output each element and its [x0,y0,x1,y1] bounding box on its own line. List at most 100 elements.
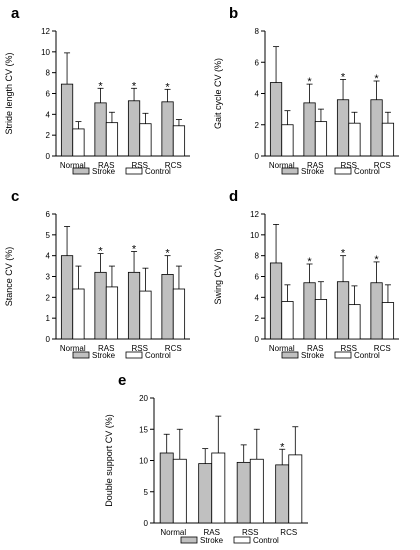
y-tick-label: 20 [139,394,148,403]
x-tick-label: RAS [98,161,114,170]
bar-control-rss [139,290,152,340]
y-tick-label: 4 [46,252,51,261]
x-tick-label: RSS [132,161,148,170]
y-tick-label: 5 [46,231,51,240]
x-tick-label: RAS [204,528,220,537]
y-tick-label: 4 [46,110,51,119]
y-tick-label: 6 [255,273,260,282]
bar-control-rss [348,304,361,340]
significance-marker: * [132,80,137,92]
panel-label: e [118,372,126,389]
legend-swatch-control [125,167,143,175]
y-tick-label: 1 [46,314,51,323]
y-tick-label: 0 [255,335,260,344]
legend-label-control: Control [354,167,380,176]
bar-stroke-normal [60,255,74,340]
significance-marker: * [307,76,312,88]
y-tick-label: 2 [46,131,51,140]
y-tick-label: 2 [46,293,51,302]
significance-marker: * [98,246,103,258]
x-tick-label: Normal [269,161,295,170]
bar-stroke-ras [303,282,316,340]
legend-label-stroke: Stroke [92,167,116,176]
bar-stroke-rss [336,281,350,340]
panel-label: a [11,5,20,22]
y-tick-label: 4 [255,90,260,99]
bar-control-normal [72,128,85,157]
x-tick-label: RAS [98,344,114,353]
y-tick-label: 8 [255,252,260,261]
panel-e: e 0 5 10 15 20 Double support CV (%) Normal RAS R… [104,372,308,545]
y-tick-label: 8 [46,69,51,78]
legend-label-control: Control [145,167,171,176]
bar-stroke-normal [269,262,283,340]
bar-stroke-rss [336,99,350,157]
legend-swatch-control [125,351,143,359]
significance-marker: * [374,73,379,85]
bar-control-rcs [172,288,186,340]
legend-label-stroke: Stroke [301,351,325,360]
y-tick-label: 3 [46,273,51,282]
bar-stroke-rcs [161,101,174,157]
significance-marker: * [341,248,346,260]
x-tick-label: RSS [341,161,357,170]
legend-swatch-stroke [72,167,90,175]
y-tick-label: 4 [255,293,260,302]
panel-b: b 0 2 4 6 8 Gait cycle CV (%) Normal * RAS * RSS * RC… [213,5,399,176]
legend-label-control: Control [253,536,279,545]
y-tick-label: 12 [250,210,259,219]
legend-label-control: Control [145,351,171,360]
bar-control-normal [72,288,85,340]
legend-swatch-stroke [72,351,90,359]
x-tick-label: Normal [60,161,86,170]
bar-control-ras [105,122,119,157]
bar-control-ras [314,299,328,340]
bar-control-ras [314,121,328,157]
x-tick-label: Normal [60,344,86,353]
y-tick-label: 10 [250,231,259,240]
x-tick-label: RSS [132,344,148,353]
bar-control-rss [249,458,264,524]
y-tick-label: 5 [144,488,149,497]
bar-stroke-rss [127,100,141,157]
x-tick-label: Normal [269,344,295,353]
bar-stroke-rss [236,461,251,524]
panel-label: c [11,188,19,205]
y-tick-label: 15 [139,425,148,434]
y-tick-label: 2 [255,314,260,323]
legend-swatch-stroke [281,351,299,359]
legend-label-stroke: Stroke [92,351,116,360]
y-tick-label: 6 [46,90,51,99]
bar-stroke-rcs [370,282,383,340]
bar-stroke-normal [60,83,74,157]
bar-control-rcs [288,454,303,524]
x-tick-label: RSS [341,344,357,353]
y-tick-label: 12 [41,27,50,36]
bar-stroke-rcs [275,464,290,524]
x-tick-label: RCS [374,161,391,170]
bar-control-rcs [381,122,395,157]
x-tick-label: RCS [374,344,391,353]
bar-control-normal [281,301,294,340]
panel-a: a 0 2 4 6 8 10 12 Stride length CV (%) Normal * RAS… [4,5,190,176]
bar-control-rss [139,123,152,157]
x-tick-label: RAS [307,344,323,353]
significance-marker: * [341,71,346,83]
bar-control-ras [105,286,119,340]
bar-control-normal [172,458,187,524]
bar-stroke-ras [303,102,316,157]
bar-control-normal [281,124,294,157]
legend-label-stroke: Stroke [200,536,224,545]
x-tick-label: RCS [165,161,182,170]
y-tick-label: 0 [46,152,51,161]
significance-marker: * [165,248,170,260]
bar-stroke-rcs [370,99,383,157]
significance-marker: * [132,244,137,256]
bar-control-rcs [172,125,186,157]
y-tick-label: 2 [255,121,260,130]
x-tick-label: RCS [280,528,297,537]
x-tick-label: Normal [160,528,186,537]
y-axis-label: Stance CV (%) [4,247,14,307]
y-tick-label: 0 [144,519,149,528]
